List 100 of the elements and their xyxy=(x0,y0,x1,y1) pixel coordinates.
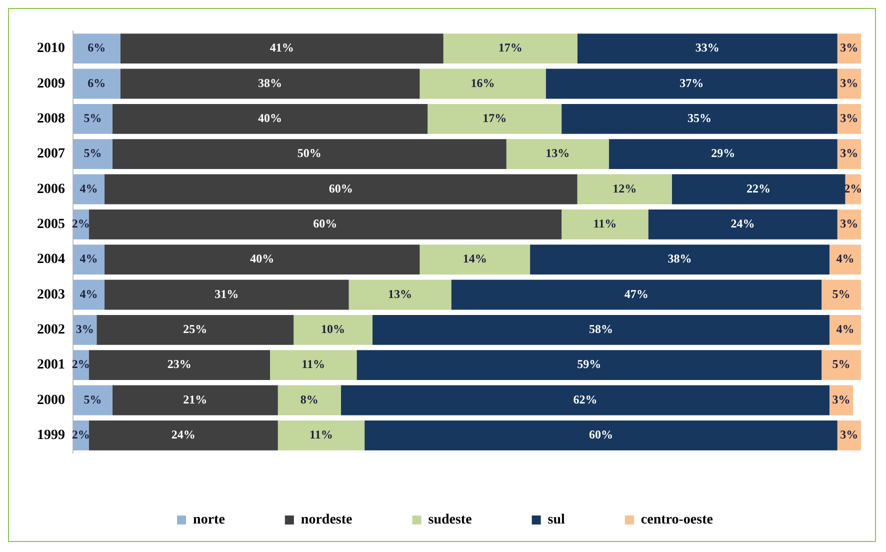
bar xyxy=(364,420,838,450)
bar xyxy=(577,34,838,64)
bar xyxy=(822,280,861,310)
data-label: 4% xyxy=(836,322,854,336)
y-tick-label: 2000 xyxy=(37,392,65,408)
data-label: 60% xyxy=(588,428,613,442)
bar xyxy=(420,244,530,275)
bar xyxy=(672,174,846,204)
bar xyxy=(73,280,105,310)
bar xyxy=(356,350,822,380)
bar xyxy=(829,244,861,275)
y-tick-label: 2001 xyxy=(37,358,65,373)
data-label: 16% xyxy=(470,76,495,90)
data-label: 38% xyxy=(258,76,282,90)
bar xyxy=(546,68,838,99)
data-label: 3% xyxy=(832,392,850,406)
data-label: 3% xyxy=(840,146,858,160)
bar xyxy=(443,34,578,64)
data-label: 11% xyxy=(593,216,617,231)
bar xyxy=(104,280,349,310)
bar xyxy=(73,68,120,99)
y-tick-label: 2003 xyxy=(37,287,65,302)
data-label: 6% xyxy=(88,40,106,55)
data-label: 10% xyxy=(321,322,346,336)
bar xyxy=(451,280,822,310)
data-label: 33% xyxy=(695,40,720,55)
data-label: 5% xyxy=(84,146,102,160)
data-label: 23% xyxy=(167,357,192,372)
bar xyxy=(73,139,112,170)
bar xyxy=(294,314,372,345)
y-tick-label: 2002 xyxy=(37,322,65,338)
bar xyxy=(104,244,420,275)
data-label: 12% xyxy=(612,181,637,196)
data-label: 58% xyxy=(588,322,613,336)
legend-label: sudeste xyxy=(428,512,472,528)
bar xyxy=(577,174,672,204)
data-label: 24% xyxy=(730,216,755,231)
data-label: 40% xyxy=(250,252,274,266)
bar xyxy=(340,385,830,416)
bar xyxy=(112,385,278,416)
y-tick-label: 2007 xyxy=(37,146,65,162)
data-label: 5% xyxy=(832,286,850,301)
data-label: 35% xyxy=(687,111,712,126)
data-label: 4% xyxy=(80,181,98,196)
data-label: 5% xyxy=(832,357,850,372)
data-label: 13% xyxy=(546,146,570,160)
legend-label: norte xyxy=(193,512,225,528)
data-label: 5% xyxy=(84,111,102,126)
bar xyxy=(73,385,112,416)
data-label: 60% xyxy=(328,181,353,196)
bar xyxy=(73,244,105,275)
data-label: 21% xyxy=(183,392,208,406)
data-label: 4% xyxy=(836,252,854,266)
data-label: 37% xyxy=(680,76,704,90)
data-label: 29% xyxy=(711,146,736,160)
bar xyxy=(73,34,120,64)
bar xyxy=(648,209,838,240)
bar xyxy=(104,174,578,204)
y-tick-label: 2006 xyxy=(37,182,65,197)
y-tick-label: 1999 xyxy=(37,428,65,444)
data-label: 6% xyxy=(88,76,106,90)
data-label: 8% xyxy=(300,392,318,406)
data-label: 3% xyxy=(840,216,858,231)
data-label: 25% xyxy=(183,322,208,336)
bar xyxy=(112,139,506,170)
data-label: 60% xyxy=(313,216,338,231)
data-label: 3% xyxy=(76,322,94,336)
data-label: 17% xyxy=(498,40,522,55)
data-label: 3% xyxy=(840,111,858,126)
data-label: 3% xyxy=(840,76,858,90)
data-label: 40% xyxy=(258,111,282,126)
bar xyxy=(96,314,294,345)
data-label: 22% xyxy=(746,181,771,196)
bar xyxy=(372,314,830,345)
bar xyxy=(530,244,830,275)
bar xyxy=(506,139,609,170)
data-label: 50% xyxy=(297,146,322,160)
bar xyxy=(562,104,838,134)
bar xyxy=(428,104,562,134)
data-label: 41% xyxy=(270,40,294,55)
data-label: 24% xyxy=(171,428,196,442)
data-label: 14% xyxy=(462,252,487,266)
data-label: 13% xyxy=(388,286,412,301)
data-label: 62% xyxy=(573,392,598,406)
bar xyxy=(278,385,341,416)
y-tick-label: 2004 xyxy=(37,252,65,268)
data-label: 47% xyxy=(624,286,648,301)
bar xyxy=(120,68,420,99)
bar xyxy=(829,314,861,345)
bar xyxy=(73,174,105,204)
bar xyxy=(562,209,648,240)
y-tick-label: 2008 xyxy=(37,112,65,127)
legend-label: nordeste xyxy=(300,512,352,528)
data-label: 5% xyxy=(84,392,102,406)
data-label: 11% xyxy=(302,357,326,372)
bar xyxy=(88,209,562,240)
data-label: 59% xyxy=(577,357,602,372)
bar xyxy=(88,420,278,450)
y-tick-label: 2005 xyxy=(37,217,65,232)
bar xyxy=(348,280,452,310)
